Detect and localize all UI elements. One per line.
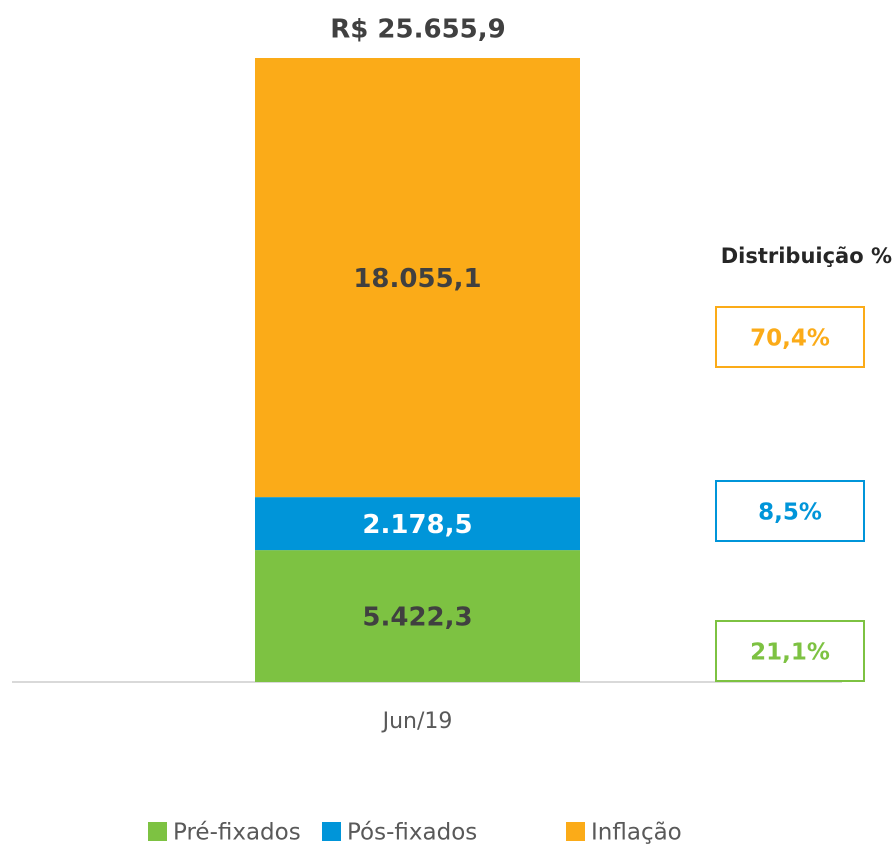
value-label: 2.178,5 xyxy=(362,510,472,540)
chart-title: R$ 25.655,9 xyxy=(330,15,505,45)
distribution-label: 8,5% xyxy=(758,500,822,526)
bar-segment xyxy=(255,58,580,498)
x-tick-label: Jun/19 xyxy=(381,709,453,734)
value-label: 18.055,1 xyxy=(353,264,481,294)
legend-swatch xyxy=(148,822,167,841)
legend-label: Inflação xyxy=(591,820,682,846)
distribution-label: 70,4% xyxy=(750,326,830,352)
legend-label: Pré-fixados xyxy=(173,820,301,846)
legend-label: Pós-fixados xyxy=(347,820,477,846)
value-label: 5.422,3 xyxy=(362,603,472,633)
distribution-title: Distribuição % xyxy=(721,244,892,268)
bar-segment xyxy=(255,550,580,682)
legend-swatch xyxy=(566,822,585,841)
distribution-label: 21,1% xyxy=(750,640,830,666)
distribution-box xyxy=(715,620,865,682)
legend-swatch xyxy=(322,822,341,841)
bar-segment xyxy=(255,497,580,551)
distribution-box xyxy=(715,480,865,542)
distribution-box xyxy=(715,306,865,368)
